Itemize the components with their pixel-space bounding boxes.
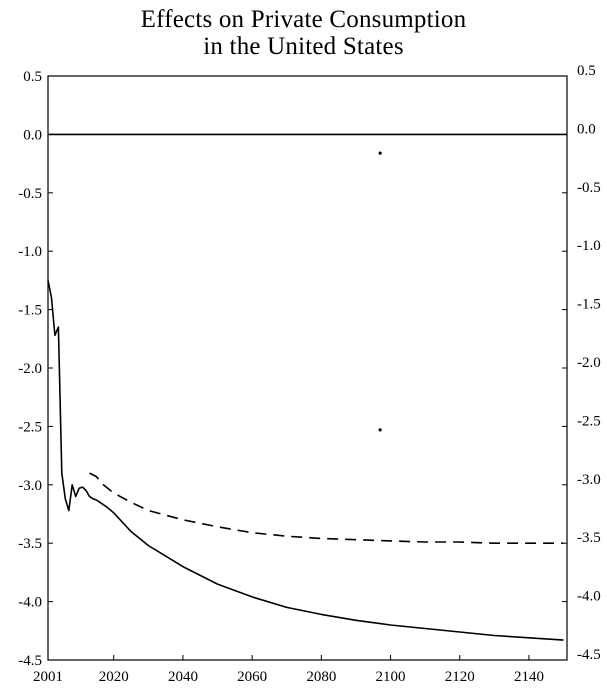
y-tick-label-left: -1.0: [18, 244, 42, 260]
y-tick-label-right: 0.0: [577, 121, 596, 137]
annotations: [378, 151, 382, 432]
y-tick-label-left: 0.0: [23, 127, 42, 143]
x-tick-label: 2140: [514, 669, 544, 685]
y-tick-label-right: -0.5: [577, 180, 601, 196]
y-tick-label-left: -4.0: [18, 595, 42, 611]
y-tick-label-left: -0.5: [18, 186, 42, 202]
x-axis: 2001 2020 2040 2060 2080 2100 2120 2140: [33, 655, 544, 685]
annotation-dot: [378, 151, 382, 155]
annotation-dot: [378, 428, 382, 432]
dashed-series-line: [89, 472, 564, 545]
x-tick-label: 2001: [33, 669, 63, 685]
y-tick-label-right: -1.0: [577, 238, 601, 254]
solid-series-line: [47, 280, 564, 641]
chart-title-line-1: Effects on Private Consumption: [140, 6, 467, 33]
y-tick-label-left: -3.5: [18, 536, 42, 552]
y-tick-label-left: -2.5: [18, 419, 42, 435]
y-tick-label-left: -1.5: [18, 303, 42, 319]
x-tick-label: 2120: [445, 669, 475, 685]
y-tick-label-right: -1.5: [577, 297, 601, 313]
y-tick-label-left: -3.0: [18, 478, 42, 494]
y-tick-label-right: -4.5: [577, 647, 601, 663]
y-tick-label-right: -4.0: [577, 589, 601, 605]
right-axis: 0.5 0.0 -0.5 -1.0 -1.5 -2.0 -2.5 -3.0 -3.5 -4.0 -4…: [562, 63, 601, 663]
series-group: [47, 280, 564, 641]
left-axis: 0.5 0.0 -0.5 -1.0 -1.5 -2.0 -2.5 -3.0 -3.5 -4.0 -4…: [18, 69, 53, 669]
chart-title-line-2: in the United States: [203, 33, 404, 60]
y-tick-label-right: -3.0: [577, 472, 601, 488]
x-tick-label: 2040: [168, 669, 198, 685]
y-tick-label-right: -2.5: [577, 413, 601, 429]
x-tick-label: 2060: [237, 669, 267, 685]
x-tick-label: 2020: [99, 669, 129, 685]
y-tick-label-right: -3.5: [577, 530, 601, 546]
x-tick-label: 2100: [376, 669, 406, 685]
plot-frame: [47, 75, 568, 661]
y-tick-label-left: -4.5: [18, 653, 42, 669]
y-tick-label-right: 0.5: [577, 63, 596, 79]
chart-title: Effects on Private Consumption in the Un…: [0, 6, 607, 60]
x-tick-label: 2080: [306, 669, 336, 685]
y-tick-label-right: -2.0: [577, 355, 601, 371]
y-tick-label-left: -2.0: [18, 361, 42, 377]
y-tick-label-left: 0.5: [23, 69, 42, 85]
